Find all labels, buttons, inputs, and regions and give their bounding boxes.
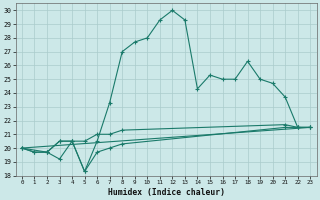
X-axis label: Humidex (Indice chaleur): Humidex (Indice chaleur) bbox=[108, 188, 225, 197]
